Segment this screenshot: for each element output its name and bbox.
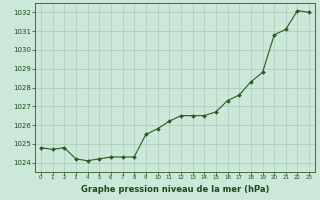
X-axis label: Graphe pression niveau de la mer (hPa): Graphe pression niveau de la mer (hPa)	[81, 185, 269, 194]
